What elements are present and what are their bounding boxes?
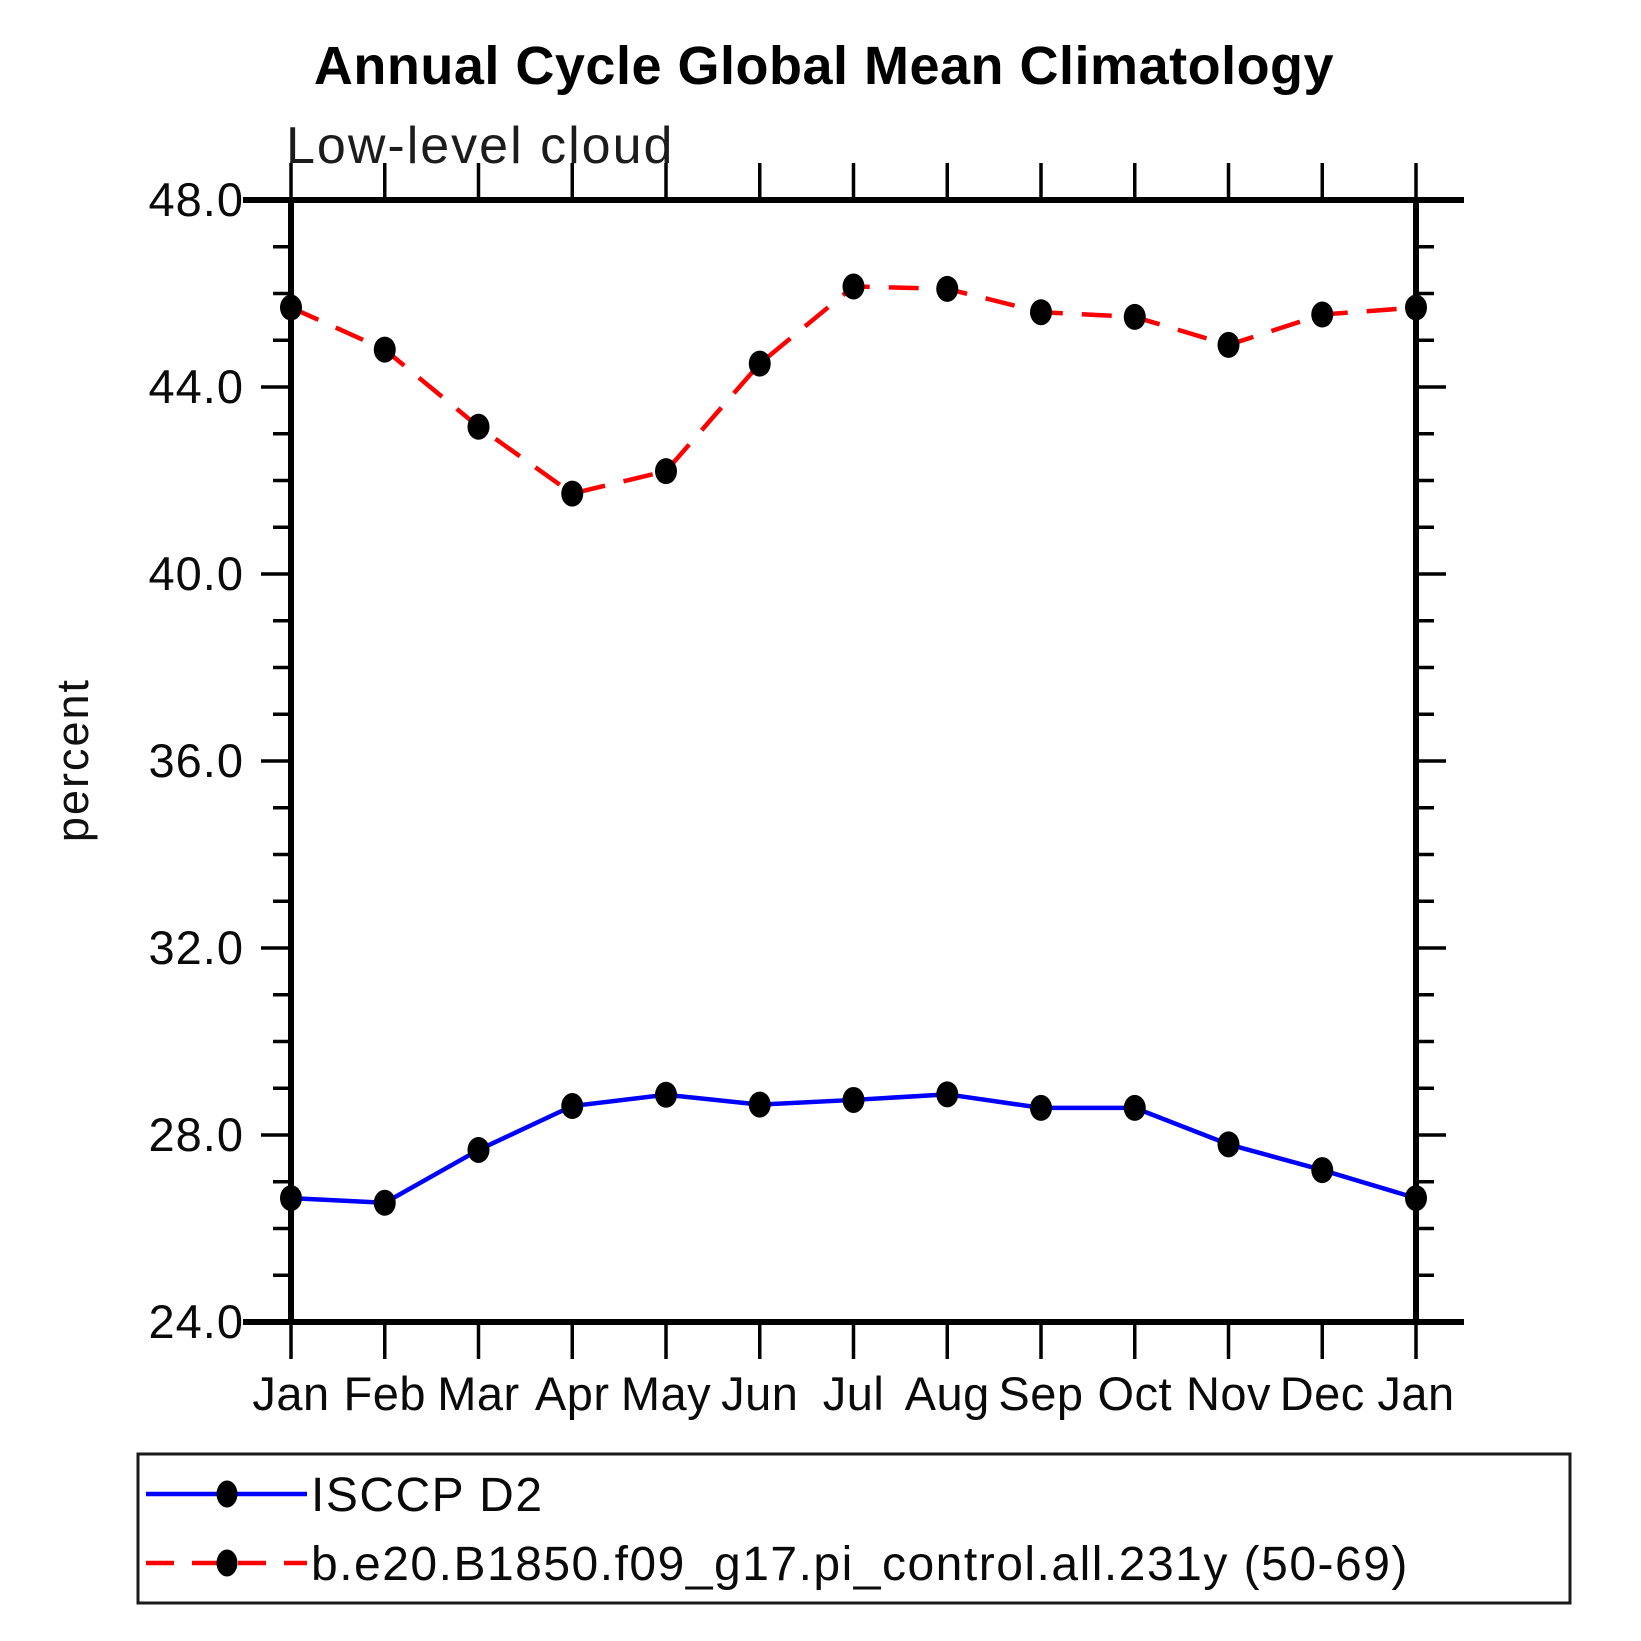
legend-entry-isccp: ISCCP D2 (146, 1469, 544, 1522)
y-tick-label: 32.0 (149, 921, 244, 974)
legend-sample-marker-icon (216, 1480, 238, 1508)
x-tick-label: Dec (1280, 1367, 1365, 1420)
data-point-marker (1030, 299, 1052, 326)
data-point-marker (655, 1081, 677, 1108)
axes-layer: Jan Feb Mar Apr May Jun Jul Aug Sep Oct Nov Dec Jan2… (149, 163, 1464, 1420)
data-point-marker (936, 275, 959, 302)
data-point-marker (1217, 1131, 1240, 1158)
y-tick-label: 24.0 (149, 1295, 244, 1348)
data-point-marker (655, 458, 677, 485)
y-tick-label: 40.0 (149, 547, 244, 600)
data-point-marker (842, 273, 865, 300)
data-point-marker (1123, 1094, 1146, 1121)
data-point-marker (1405, 1185, 1427, 1212)
x-tick-label: Nov (1186, 1367, 1271, 1420)
legend-label-model: b.e20.B1850.f09_g17.pi_control.all.231y … (311, 1538, 1409, 1591)
data-point-marker (280, 1185, 302, 1212)
legend-label-isccp: ISCCP D2 (311, 1469, 544, 1522)
y-tick-label: 48.0 (149, 173, 244, 226)
data-point-marker (561, 480, 584, 507)
legend-sample-marker-icon (216, 1549, 238, 1577)
data-point-marker (748, 350, 771, 377)
data-point-marker (1217, 331, 1240, 358)
x-tick-label: Mar (437, 1367, 519, 1420)
legend-box (136, 1452, 1572, 1605)
y-tick-label: 36.0 (149, 734, 244, 787)
legend-entry-model: b.e20.B1850.f09_g17.pi_control.all.231y … (146, 1538, 1409, 1591)
x-tick-label: Aug (905, 1367, 990, 1420)
data-point-marker (1123, 303, 1146, 330)
x-tick-label: Jan (252, 1367, 329, 1420)
data-point-marker (1030, 1094, 1052, 1121)
legend: ISCCP D2 b.e20.B1850.f09_g17.pi_control.… (136, 1452, 1572, 1605)
x-tick-label: Apr (535, 1367, 610, 1420)
series-line-1 (290, 284, 1417, 497)
data-point-marker (373, 1189, 396, 1216)
y-tick-label: 28.0 (149, 1108, 244, 1161)
data-point-marker (467, 413, 490, 440)
data-point-marker (467, 1136, 490, 1163)
data-point-marker (1405, 294, 1427, 321)
data-point-marker (1311, 301, 1334, 328)
data-point-marker (561, 1093, 584, 1120)
chart-title: Annual Cycle Global Mean Climatology (314, 36, 1334, 96)
y-tick-label: 44.0 (149, 360, 244, 413)
data-point-marker (280, 294, 302, 321)
series-layer (280, 273, 1427, 1216)
x-tick-label: Oct (1097, 1367, 1172, 1420)
data-point-marker (748, 1091, 771, 1118)
x-tick-label: May (621, 1367, 711, 1420)
x-tick-label: Jun (721, 1367, 798, 1420)
x-tick-label: Sep (998, 1367, 1083, 1420)
data-point-marker (373, 336, 396, 363)
x-tick-label: Feb (344, 1367, 427, 1420)
data-point-marker (936, 1081, 959, 1108)
x-tick-label: Jan (1377, 1367, 1454, 1420)
data-point-marker (1311, 1157, 1334, 1184)
y-axis-title: percent (47, 678, 98, 842)
data-point-marker (842, 1086, 865, 1113)
x-tick-label: Jul (823, 1367, 885, 1420)
